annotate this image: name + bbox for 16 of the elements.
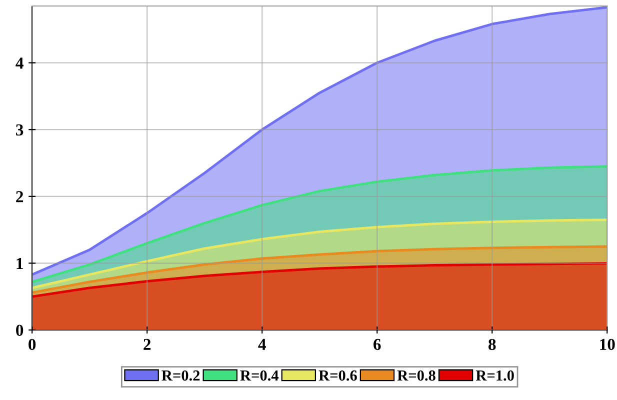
x-tick-label: 2 [144, 338, 151, 350]
y-tick-label: 2 [16, 191, 24, 202]
legend-label: R=0.6 [318, 370, 357, 381]
legend-label: R=1.0 [476, 370, 514, 381]
y-tick-label: 3 [16, 124, 24, 136]
legend-label: R=0.2 [162, 370, 200, 381]
legend-label: R=0.4 [240, 370, 279, 381]
x-tick-label: 4 [258, 338, 266, 350]
y-tick-label: 4 [16, 58, 24, 69]
x-tick-label: 10 [600, 338, 615, 350]
y-tick-label: 1 [16, 258, 23, 269]
legend-label: R=0.8 [397, 370, 436, 381]
x-tick-label: 6 [374, 338, 381, 350]
x-tick-label: 8 [488, 338, 496, 350]
x-tick-label: 0 [28, 338, 36, 350]
y-tick-label: 0 [16, 324, 24, 336]
